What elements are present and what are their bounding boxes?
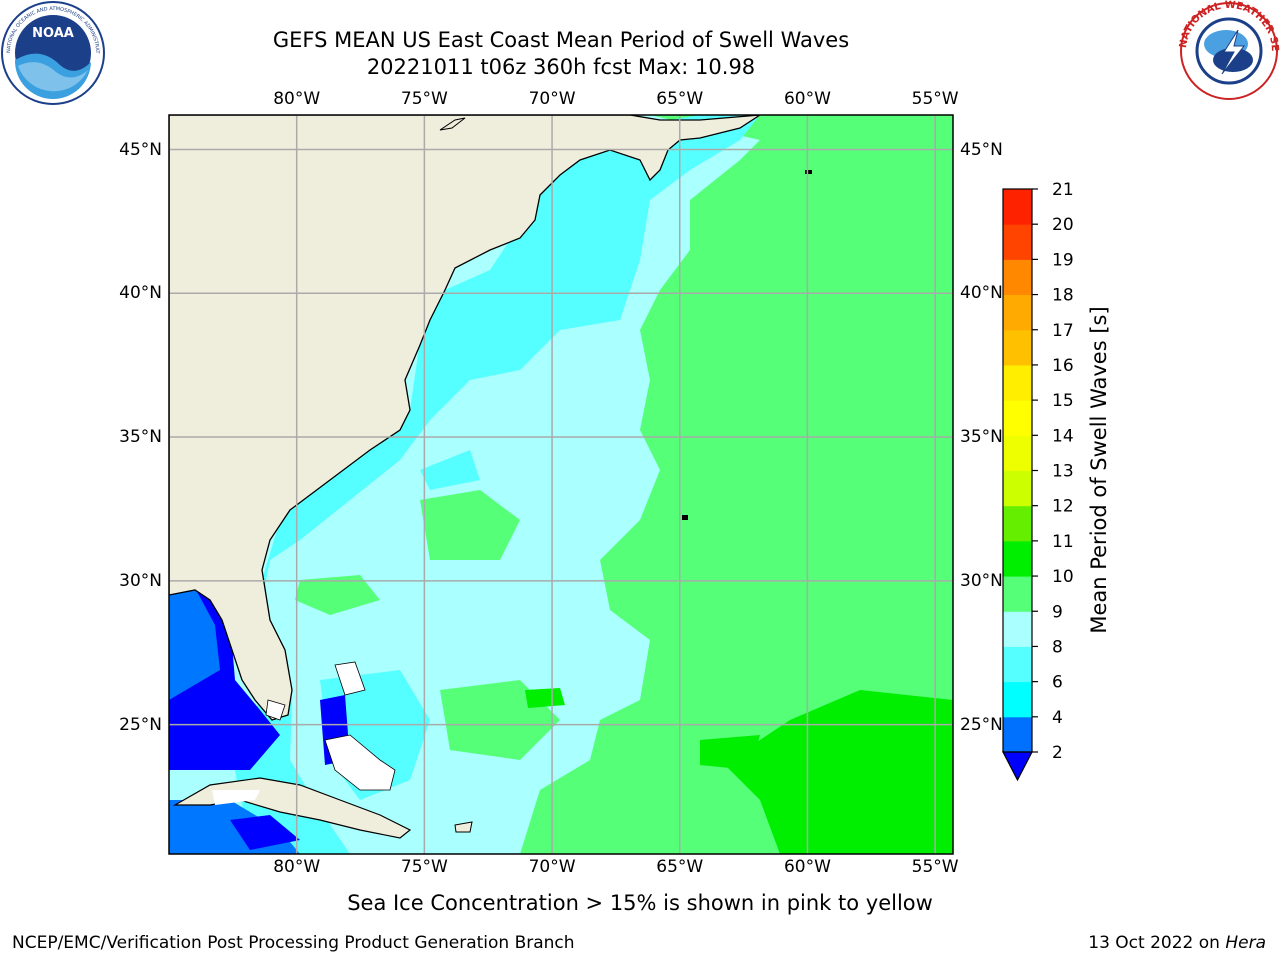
lon-label-bottom: 80°W <box>273 857 321 877</box>
colorbar-tick-label: 10 <box>1052 567 1074 587</box>
colorbar-tick-label: 4 <box>1052 708 1063 728</box>
colorbar-segment <box>1003 540 1032 577</box>
lon-label-bottom: 60°W <box>783 857 831 877</box>
map-frame <box>168 114 954 855</box>
noaa-logo-icon: NOAA NATIONAL OCEANIC AND ATMOSPHERIC AD… <box>0 0 105 105</box>
lon-label-bottom: 70°W <box>528 857 576 877</box>
footer-date-text: 13 Oct 2022 on <box>1088 933 1226 953</box>
lon-label-top: 80°W <box>273 89 321 109</box>
bahamas-banks <box>324 734 396 791</box>
colorbar-segment <box>1003 224 1032 260</box>
lat-label-left: 25°N <box>119 714 162 735</box>
colorbar-segment <box>1003 364 1032 401</box>
lon-label-bottom: 65°W <box>656 857 704 877</box>
swell-10-11s-region <box>720 690 953 854</box>
chart-subtitle: 20221011 t06z 360h fcst Max: 10.98 <box>366 55 756 79</box>
lat-label-right: 45°N <box>960 139 1003 160</box>
noaa-logo-text: NOAA <box>32 26 74 41</box>
colorbar-tick-label: 9 <box>1052 602 1063 622</box>
colorbar-tick-label: 11 <box>1052 532 1074 552</box>
colorbar-tick-label: 17 <box>1052 321 1074 341</box>
lat-label-left: 40°N <box>119 283 162 304</box>
lon-label-top: 65°W <box>656 89 704 109</box>
footer-credit: NCEP/EMC/Verification Post Processing Pr… <box>12 933 575 953</box>
colorbar-segment <box>1003 400 1032 436</box>
colorbar-label: Mean Period of Swell Waves [s] <box>1087 306 1111 633</box>
colorbar-segment <box>1003 611 1032 647</box>
lat-label-right: 25°N <box>960 714 1003 735</box>
colorbar-segment <box>1003 259 1032 296</box>
lat-label-left: 30°N <box>119 570 162 591</box>
lat-label-right: 40°N <box>960 283 1003 304</box>
map-gridlines <box>169 115 953 854</box>
colorbar-tick-label: 18 <box>1052 286 1074 306</box>
colorbar-tick-label: 16 <box>1052 356 1074 376</box>
lat-label-left: 45°N <box>119 139 162 160</box>
sea-ice-note: Sea Ice Concentration > 15% is shown in … <box>347 891 933 915</box>
colorbar-segment <box>1003 294 1032 331</box>
lat-label-right: 35°N <box>960 427 1003 448</box>
lon-label-top: 70°W <box>528 89 576 109</box>
swell-9-10s-region <box>520 115 953 854</box>
lon-label-top: 60°W <box>783 89 831 109</box>
colorbar-segment <box>1003 646 1032 683</box>
lon-label-top: 75°W <box>400 89 448 109</box>
map-area <box>169 115 953 854</box>
colorbar-segment <box>1003 435 1032 471</box>
colorbar-segment <box>1003 329 1032 366</box>
swell-4-6s-region <box>169 588 220 700</box>
lon-label-bottom: 55°W <box>911 857 959 877</box>
footer-date: 13 Oct 2022 on Hera <box>1088 933 1266 953</box>
colorbar-segment <box>1003 470 1032 507</box>
colorbar-segment <box>1003 189 1032 225</box>
colorbar-segment <box>1003 716 1032 753</box>
colorbar-tick-label: 20 <box>1052 215 1074 235</box>
lon-label-top: 55°W <box>911 89 959 109</box>
lon-label-bottom: 75°W <box>400 857 448 877</box>
colorbar-tick-label: 15 <box>1052 391 1074 411</box>
colorbar-tick-label: 21 <box>1052 180 1074 200</box>
footer-machine: Hera <box>1225 933 1266 953</box>
colorbar-tick-label: 2 <box>1052 743 1063 763</box>
nws-logo-icon: NATIONAL WEATHER SERVICE <box>1178 0 1280 100</box>
colorbar-segment <box>1003 505 1032 542</box>
colorbar-tick-label: 14 <box>1052 426 1074 446</box>
colorbar-tick-label: 8 <box>1052 637 1063 657</box>
colorbar-tick-label: 13 <box>1052 462 1074 482</box>
lat-label-left: 35°N <box>119 427 162 448</box>
lat-label-right: 30°N <box>960 570 1003 591</box>
colorbar-segment <box>1003 681 1032 718</box>
swell-6-8s-region <box>230 115 760 854</box>
colorbar-tick-label: 12 <box>1052 497 1074 517</box>
colorbar-tick-label: 19 <box>1052 250 1074 270</box>
colorbar-under-arrow <box>1002 751 1033 782</box>
chart-title: GEFS MEAN US East Coast Mean Period of S… <box>272 28 850 52</box>
colorbar-segment <box>1003 576 1032 612</box>
colorbar: 2 4 6 8 9 10 11 12 13 14 15 16 17 18 19 20 21 <box>1002 180 1074 782</box>
colorbar-tick-label: 6 <box>1052 673 1063 693</box>
